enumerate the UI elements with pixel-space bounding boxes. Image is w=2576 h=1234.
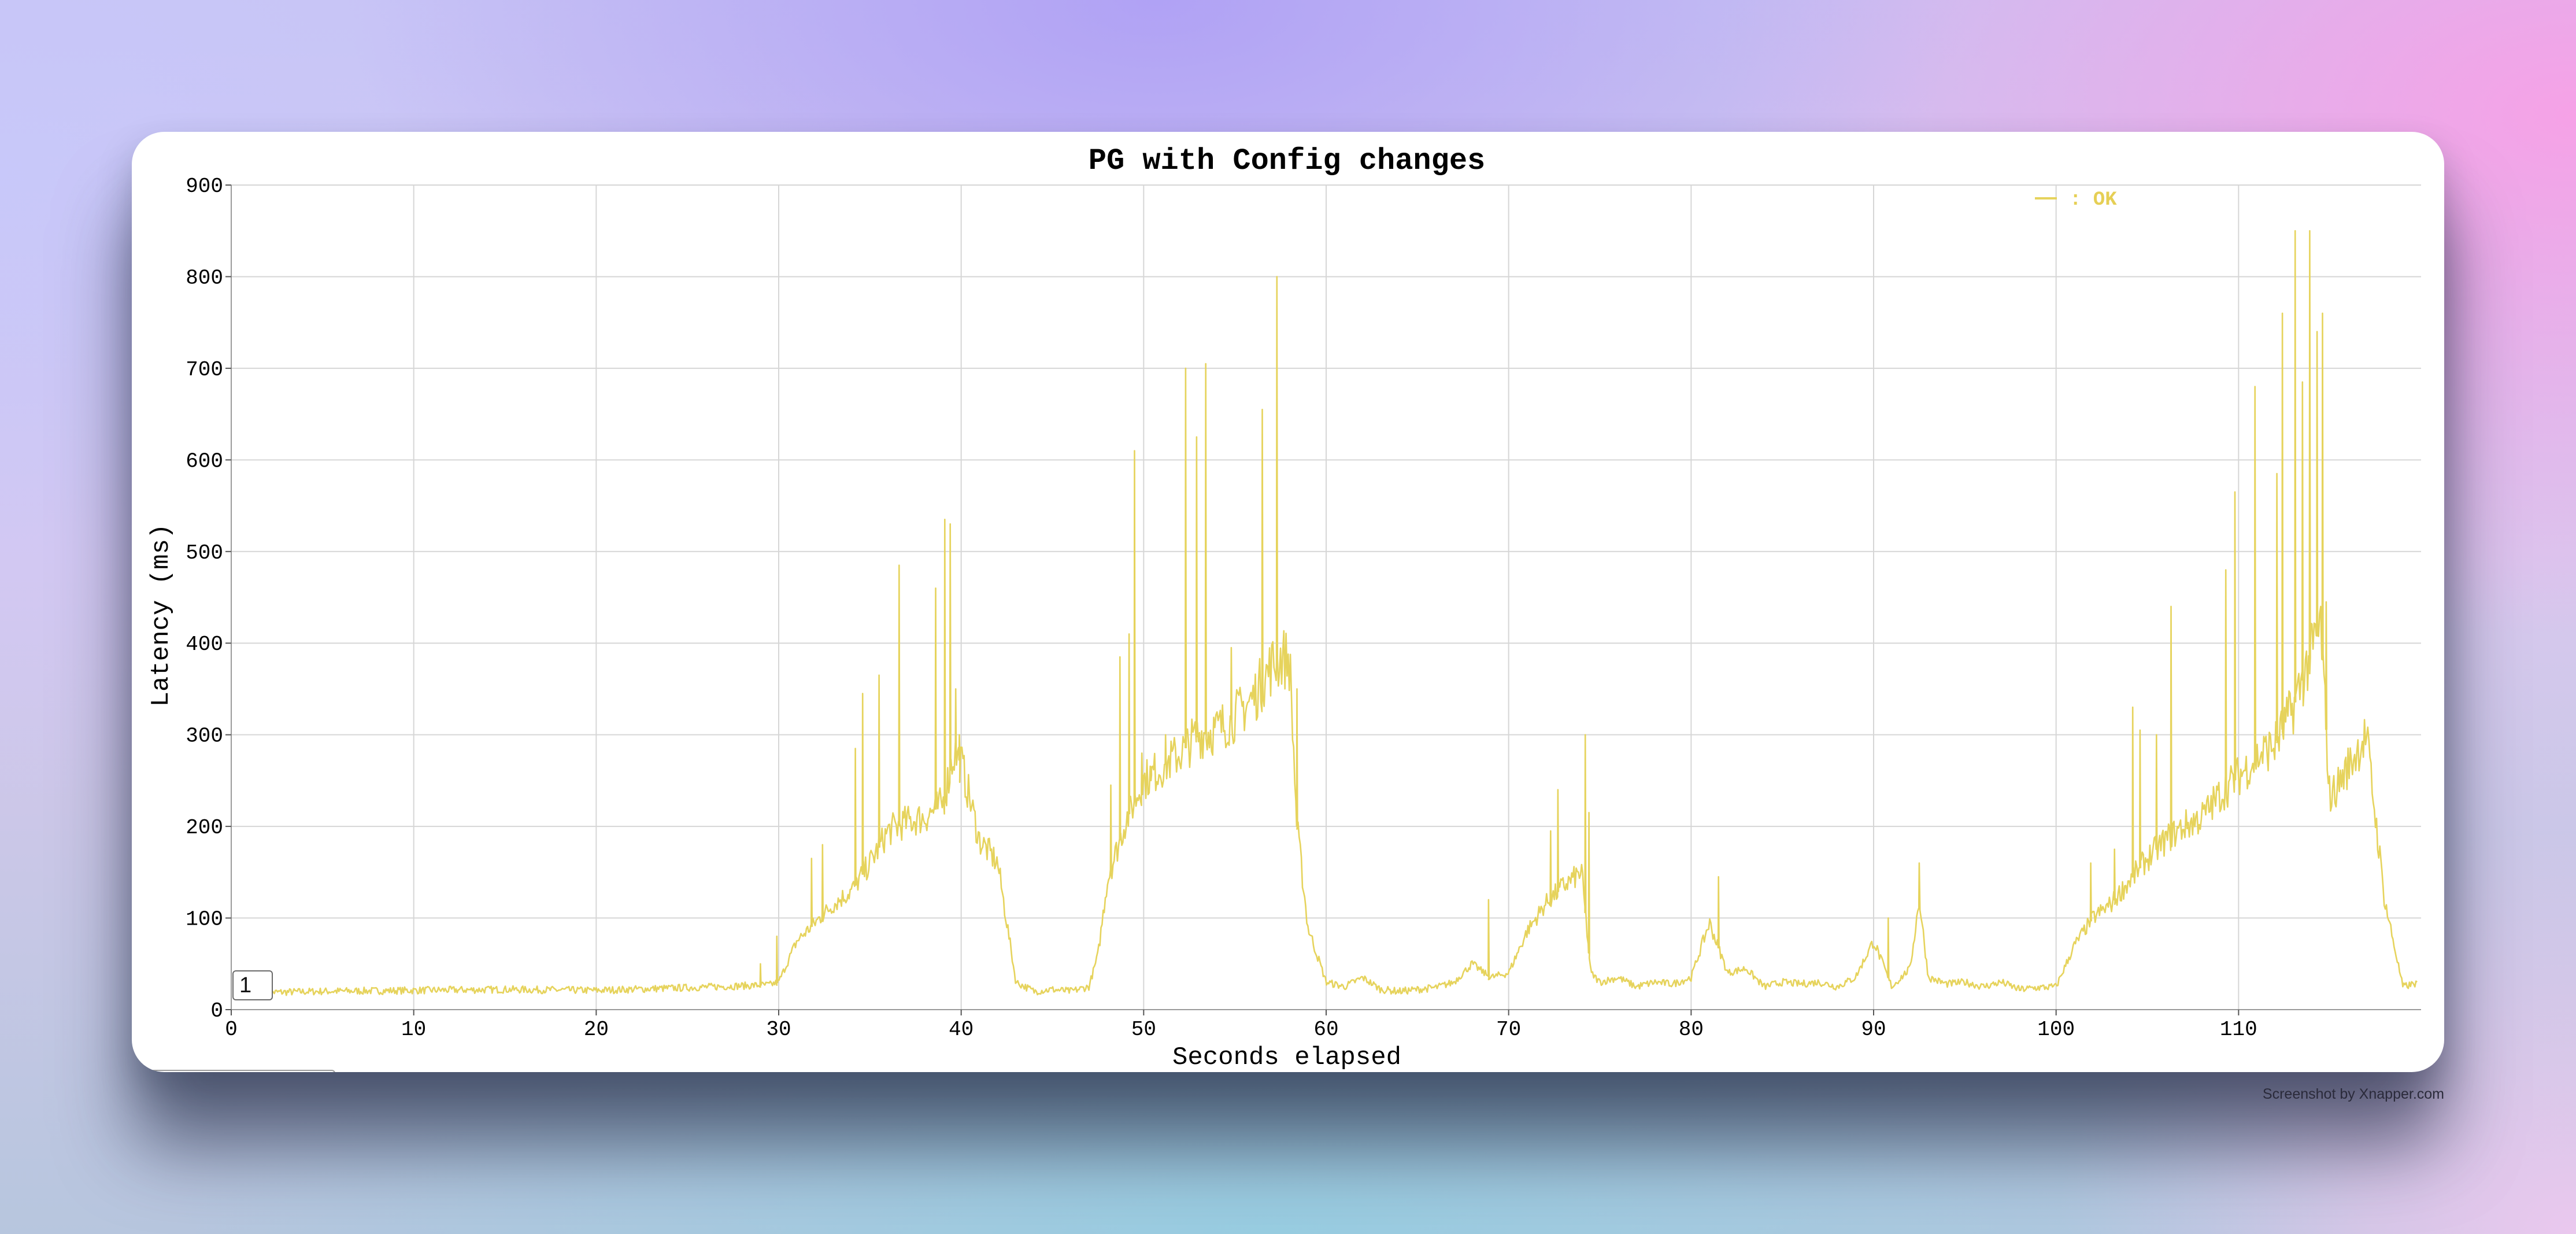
y-tick-label: 100 xyxy=(186,908,223,932)
x-tick-label: 10 xyxy=(401,1018,426,1041)
x-tick-label: 110 xyxy=(2220,1018,2257,1041)
y-tick-label: 900 xyxy=(186,175,223,198)
x-axis-label: Seconds elapsed xyxy=(1172,1043,1401,1072)
series-line-ok xyxy=(267,230,2418,996)
y-tick-label: 300 xyxy=(186,725,223,748)
legend-label-ok: : OK xyxy=(2070,189,2117,211)
collapsed-panel-tab[interactable] xyxy=(149,1070,335,1072)
y-tick-label: 200 xyxy=(186,816,223,840)
y-axis-label: Latency (ms) xyxy=(147,524,176,707)
series-layer xyxy=(267,230,2418,996)
screenshot-credit: Screenshot by Xnapper.com xyxy=(2262,1086,2444,1102)
y-tick-label: 800 xyxy=(186,266,223,290)
value-box[interactable] xyxy=(232,970,273,1000)
x-tick-label: 100 xyxy=(2037,1018,2075,1041)
x-tick-label: 40 xyxy=(949,1018,974,1041)
x-tick-label: 60 xyxy=(1313,1018,1338,1041)
x-tick-label: 80 xyxy=(1679,1018,1704,1041)
chart-title: PG with Config changes xyxy=(1089,144,1486,178)
y-tick-label: 500 xyxy=(186,541,223,565)
x-tick-label: 30 xyxy=(766,1018,791,1041)
x-tick-label: 20 xyxy=(584,1018,609,1041)
x-tick-label: 50 xyxy=(1131,1018,1156,1041)
chart-window: 0 100 200 300 400 500 600 700 800 900 0 10 20 30 40 50 6… xyxy=(132,132,2444,1072)
grid-layer xyxy=(231,184,2421,1010)
chart-svg: 0 100 200 300 400 500 600 700 800 900 0 10 20 30 40 50 6… xyxy=(147,144,2421,1072)
y-tick-label: 600 xyxy=(186,449,223,473)
x-tick-label: 70 xyxy=(1496,1018,1521,1041)
y-tick-label: 400 xyxy=(186,633,223,656)
legend: : OK xyxy=(2035,189,2117,211)
x-tick-label: 90 xyxy=(1861,1018,1886,1041)
y-tick-label: 0 xyxy=(210,999,223,1023)
x-tick-label: 0 xyxy=(225,1018,238,1041)
y-tick-label: 700 xyxy=(186,358,223,382)
axes-layer: 0 100 200 300 400 500 600 700 800 900 0 10 20 30 40 50 6… xyxy=(186,175,2421,1041)
